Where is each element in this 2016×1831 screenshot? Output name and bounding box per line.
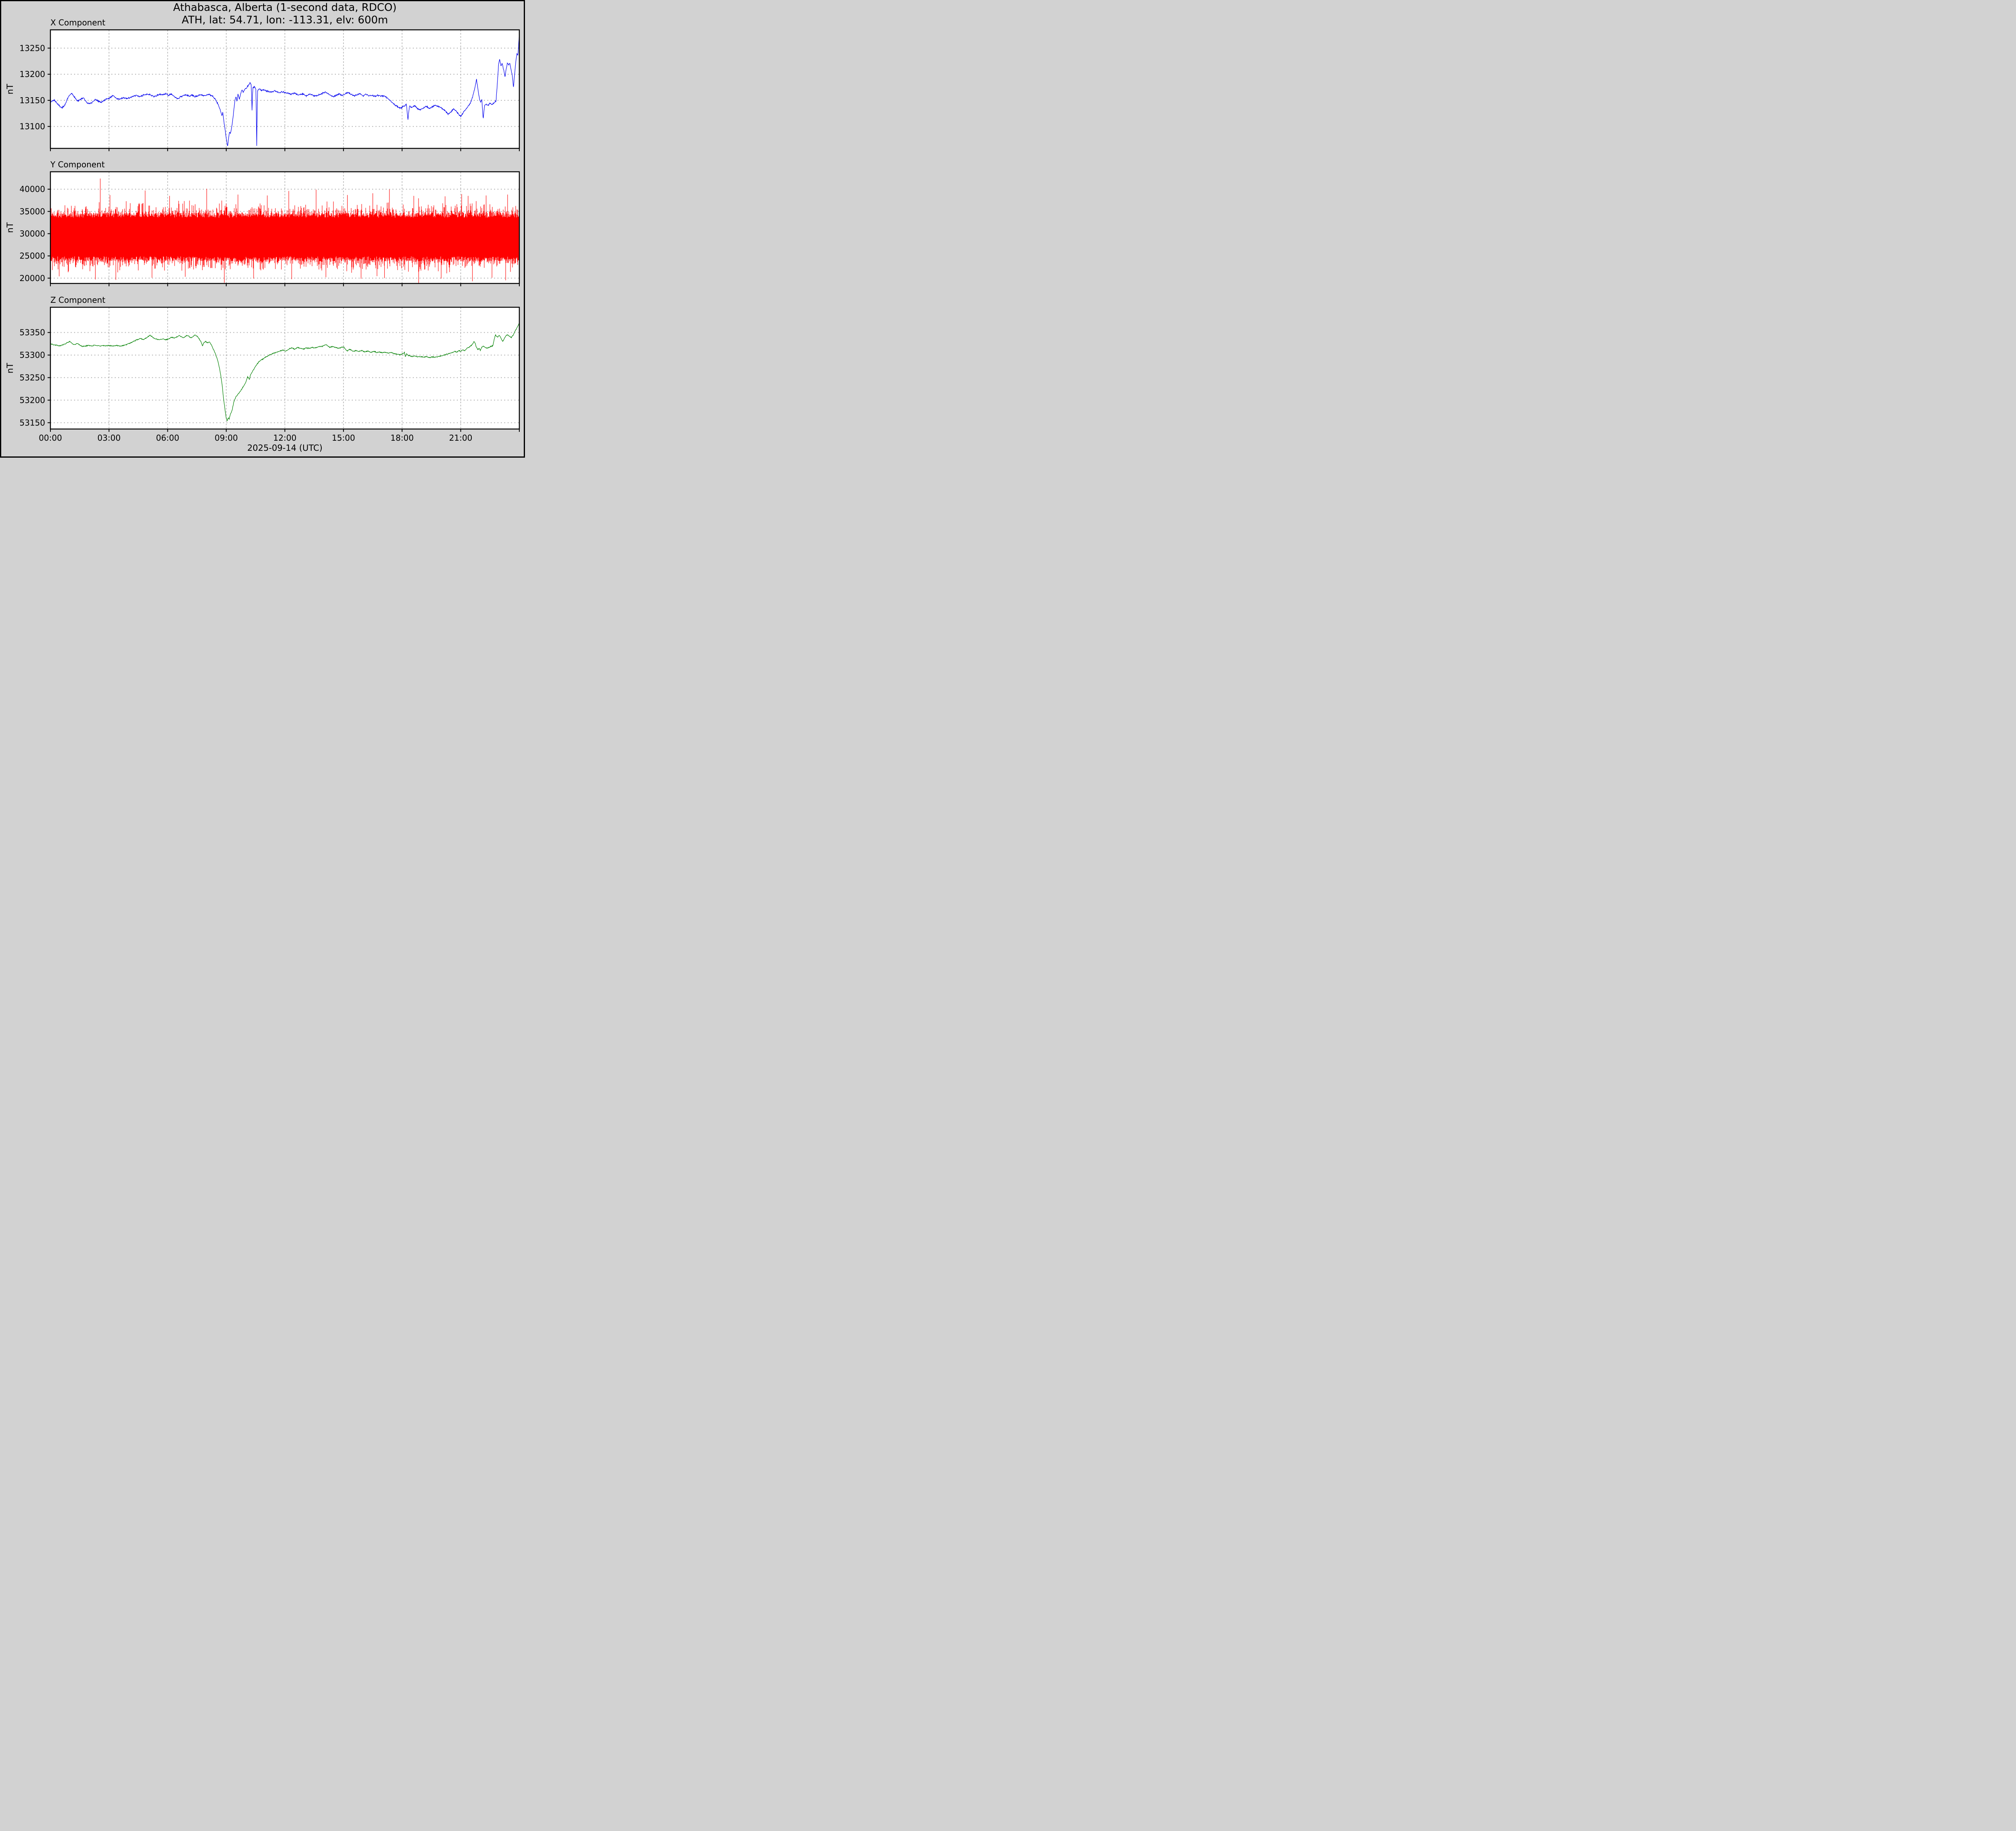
series-line-z-component [50,323,519,422]
y-tick-label: 13100 [19,122,45,131]
gridlines-z-component [50,307,519,429]
y-tick-label: 53300 [19,350,45,360]
x-tick-label: 06:00 [156,433,179,443]
y-tick-label: 13250 [19,43,45,53]
y-tick-label: 40000 [19,184,45,194]
y-tick-label: 25000 [19,251,45,261]
gridlines-x-component [50,30,519,148]
y-tick-label: 30000 [19,229,45,238]
x-tick-label: 15:00 [332,433,355,443]
y-tick-label: 20000 [19,273,45,283]
subplot-title-y-component: Y Component [50,160,105,169]
x-tick-labels: 00:00 03:00 06:00 09:00 12:00 15:00 18:00 21:00 [39,433,472,443]
y-tick-label: 53150 [19,418,45,427]
subplot-title-x-component: X Component [50,18,105,27]
y-tick-labels-y-component: 20000 25000 30000 35000 40000 [19,184,45,283]
y-tick-labels-x-component: 13100 13150 13200 13250 [19,43,45,131]
y-tick-label: 53250 [19,373,45,382]
y-axis-label-y-component: nT [5,222,15,233]
tick-marks-y-component [48,189,520,286]
figure-title: Athabasca, Alberta (1-second data, RDCO) [173,2,397,14]
y-axis-label-x-component: nT [5,84,15,94]
x-tick-label: 18:00 [390,433,414,443]
x-tick-label: 12:00 [273,433,297,443]
y-tick-labels-z-component: 53150 53200 53250 53300 53350 [19,328,45,428]
x-tick-label: 03:00 [98,433,121,443]
figure-title-block: Athabasca, Alberta (1-second data, RDCO)… [50,2,519,27]
y-tick-label: 13200 [19,69,45,79]
subplot-title-z-component: Z Component [50,295,105,305]
axes-frame-y-component [50,171,520,284]
chart-canvas: 13100 13150 13200 13250 X Component nT 20000 25… [0,0,525,458]
y-tick-label: 13150 [19,96,45,105]
axes-frame-z-component [50,306,520,430]
x-tick-label: 00:00 [39,433,62,443]
axes-frame-x-component [50,29,520,149]
subplot-z-component: 53150 53200 53250 53300 53350 Z Component nT [5,295,520,432]
figure-subtitle: ATH, lat: 54.71, lon: -113.31, elv: 600m [181,14,388,26]
x-axis-label: 2025-09-14 (UTC) [247,443,323,453]
subplot-y-component: 20000 25000 30000 35000 40000 Y Component nT [5,160,520,286]
x-tick-label: 09:00 [215,433,238,443]
tick-marks-z-component [48,332,520,432]
y-axis-label-z-component: nT [5,363,15,373]
series-line-x-component [50,33,519,146]
series-band-y-component [50,178,519,283]
y-tick-label: 53200 [19,395,45,405]
y-tick-label: 35000 [19,206,45,216]
subplot-x-component: 13100 13150 13200 13250 X Component nT [5,18,520,151]
magnetogram-figure: Athabasca, Alberta (1-second data, RDCO)… [0,0,525,458]
tick-marks-x-component [48,48,520,151]
y-tick-label: 53350 [19,328,45,337]
x-tick-label: 21:00 [449,433,473,443]
